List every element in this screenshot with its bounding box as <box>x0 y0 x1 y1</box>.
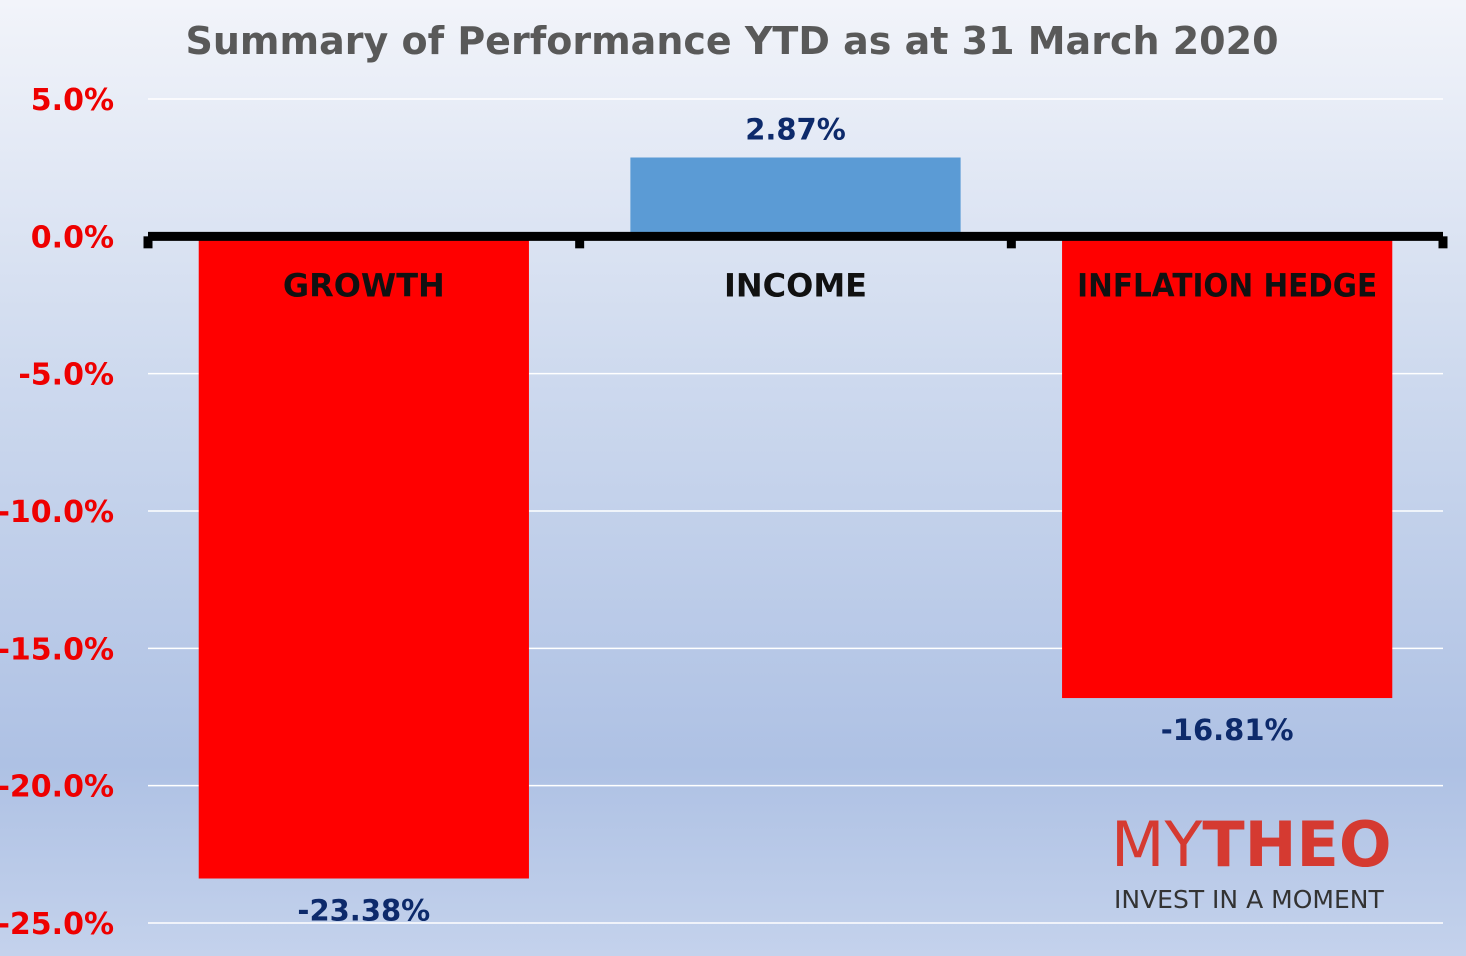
y-tick-label: 0.0% <box>31 220 114 255</box>
y-tick-label: -20.0% <box>0 770 114 805</box>
data-label: 2.87% <box>745 113 846 147</box>
logo-wordmark-theo: THEO <box>1202 808 1391 881</box>
y-tick-label: -25.0% <box>0 907 114 942</box>
logo-tagline: INVEST IN A MOMENT <box>1114 885 1384 914</box>
category-label: GROWTH <box>283 266 445 304</box>
data-label: -23.38% <box>297 894 430 928</box>
bar-inflation-hedge <box>1062 236 1393 699</box>
category-label: INFLATION HEDGE <box>1077 266 1377 304</box>
chart-title: Summary of Performance YTD as at 31 Marc… <box>185 19 1278 63</box>
category-label: INCOME <box>724 266 867 304</box>
bar-income <box>630 157 961 237</box>
logo-wordmark-my: MY <box>1111 808 1202 881</box>
bar-growth <box>198 236 529 879</box>
y-tick-label: -15.0% <box>0 632 114 667</box>
y-tick-label: -10.0% <box>0 495 114 530</box>
y-tick-label: -5.0% <box>18 358 114 393</box>
data-label: -16.81% <box>1161 713 1294 747</box>
y-tick-label: 5.0% <box>31 83 114 118</box>
mytheo-logo: MYTHEO INVEST IN A MOMENT <box>1111 808 1392 914</box>
svg-text:MYTHEO: MYTHEO <box>1111 808 1392 881</box>
